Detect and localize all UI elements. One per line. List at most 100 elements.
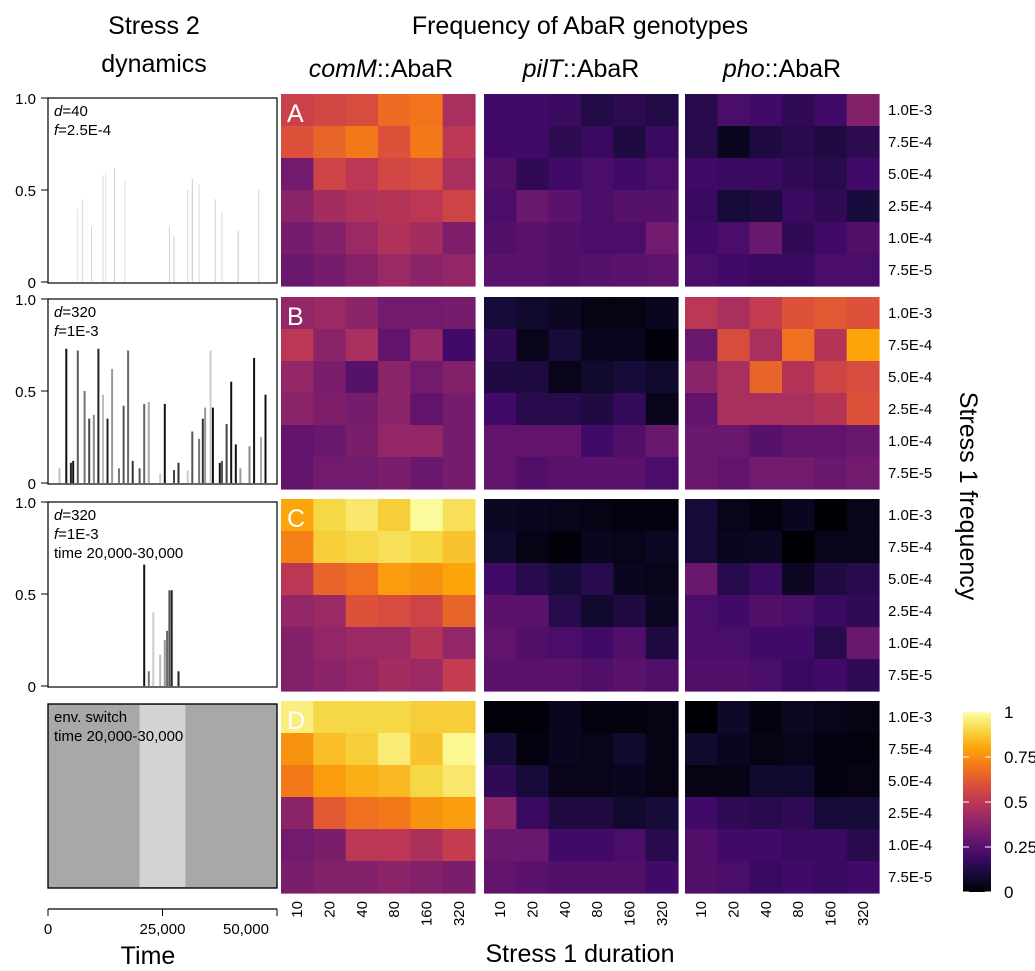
duration-tick-label: 20 xyxy=(726,901,743,918)
heatmap-cell xyxy=(442,797,476,830)
heatmap-cell xyxy=(613,361,647,394)
dyn-yaxis-2: 1.0 0.5 0 xyxy=(15,292,48,493)
heatmap-cell xyxy=(281,701,314,734)
heatmap-cell xyxy=(516,765,550,798)
heatmap-cell xyxy=(685,595,718,628)
heatmap-cell xyxy=(484,190,517,223)
heatmap-cell xyxy=(846,158,880,191)
heatmap-cell xyxy=(685,499,718,532)
heatmap-cell xyxy=(345,531,379,564)
heatmap-cell xyxy=(313,627,347,660)
heatmap-panel-D-comM xyxy=(281,701,476,894)
frequency-tick-label: 5.0E-4 xyxy=(888,166,932,183)
heatmap-cell xyxy=(717,829,751,862)
heatmap-cell xyxy=(484,297,517,330)
heatmap-cell xyxy=(378,765,411,798)
heatmap-cell xyxy=(613,627,647,660)
heatmap-cell xyxy=(410,531,444,564)
heatmap-cell xyxy=(313,126,347,159)
heatmap-cell xyxy=(378,254,411,287)
heatmap-cell xyxy=(484,94,517,127)
heatmap-cell xyxy=(846,499,880,532)
heatmap-cell xyxy=(516,329,550,362)
heatmap-cell xyxy=(782,297,815,330)
heatmap-cell xyxy=(581,701,614,734)
heatmap-cell xyxy=(581,94,614,127)
heatmap-cell xyxy=(281,158,314,191)
y-tick-label: 0.5 xyxy=(15,183,36,200)
heatmap-cell xyxy=(378,457,411,490)
heatmap-cell xyxy=(613,329,647,362)
heatmap-cell xyxy=(516,563,550,596)
heatmap-cell xyxy=(313,733,347,766)
heatmap-cell xyxy=(814,595,848,628)
heatmap-cell xyxy=(548,765,582,798)
heatmap-cell xyxy=(782,329,815,362)
heatmap-cell xyxy=(378,297,411,330)
heatmap-cell xyxy=(548,222,582,255)
heatmap-cell xyxy=(442,499,476,532)
heatmap-cell xyxy=(345,861,379,894)
heatmap-cell xyxy=(581,659,614,692)
heatmap-cell xyxy=(749,457,783,490)
heatmap-cell xyxy=(281,393,314,426)
heatmap-cell xyxy=(685,797,718,830)
panel-letter-B: B xyxy=(287,303,304,331)
heatmap-cell xyxy=(782,829,815,862)
heatmap-cell xyxy=(442,701,476,734)
heatmap-cell xyxy=(645,297,679,330)
heatmap-cell xyxy=(548,499,582,532)
duration-tick-label: 10 xyxy=(693,901,710,918)
heatmap-cell xyxy=(749,627,783,660)
heatmap-cell xyxy=(717,595,751,628)
heatmap-cell xyxy=(814,829,848,862)
heatmap-cell xyxy=(645,393,679,426)
heatmap-cell xyxy=(814,222,848,255)
heatmap-cell xyxy=(548,425,582,458)
heatmap-cell xyxy=(613,254,647,287)
heatmap-cell xyxy=(484,457,517,490)
heatmap-cell xyxy=(516,297,550,330)
frequency-tick-label: 5.0E-4 xyxy=(888,773,932,790)
heatmap-cell xyxy=(548,457,582,490)
heatmap-cell xyxy=(281,797,314,830)
heatmap-cell xyxy=(814,126,848,159)
column-header-comM-suffix: ::AbaR xyxy=(377,55,453,83)
heatmap-cell xyxy=(645,733,679,766)
heatmap-cell xyxy=(410,297,444,330)
heatmap-cell xyxy=(846,627,880,660)
heatmap-cell xyxy=(782,158,815,191)
heatmap-cell xyxy=(516,457,550,490)
env-switch-panel-border xyxy=(47,703,278,889)
dynamics-panel-1-frame xyxy=(47,97,278,284)
heatmap-cell xyxy=(685,765,718,798)
colorbar-tick-label: 0 xyxy=(1004,883,1013,902)
heatmap-cell xyxy=(313,254,347,287)
y-tick-label: 0.5 xyxy=(15,384,36,401)
heatmap-cell xyxy=(749,595,783,628)
heatmap-cell xyxy=(685,457,718,490)
heatmap-panel-A-pho xyxy=(685,94,880,287)
heatmap-cell xyxy=(814,627,848,660)
frequency-tick-label: 7.5E-5 xyxy=(888,262,932,279)
heatmap-cell xyxy=(442,733,476,766)
heatmap-cell xyxy=(685,158,718,191)
heatmap-cell xyxy=(814,254,848,287)
heatmap-cell xyxy=(814,94,848,127)
heatmap-cell xyxy=(484,765,517,798)
heatmap-cell xyxy=(378,829,411,862)
heatmap-cell xyxy=(581,393,614,426)
heatmap-cell xyxy=(613,659,647,692)
heatmap-cell xyxy=(378,94,411,127)
heatmap-cell xyxy=(484,861,517,894)
duration-tick-label: 320 xyxy=(855,901,872,926)
heatmap-cell xyxy=(717,425,751,458)
heatmap-cell xyxy=(814,361,848,394)
frequency-tick-label: 5.0E-4 xyxy=(888,571,932,588)
time-tick-label: 0 xyxy=(44,921,52,938)
heatmap-cell xyxy=(846,659,880,692)
heatmap-cell xyxy=(516,126,550,159)
heatmap-cell xyxy=(313,531,347,564)
heatmap-cell xyxy=(345,733,379,766)
heatmap-cell xyxy=(313,425,347,458)
